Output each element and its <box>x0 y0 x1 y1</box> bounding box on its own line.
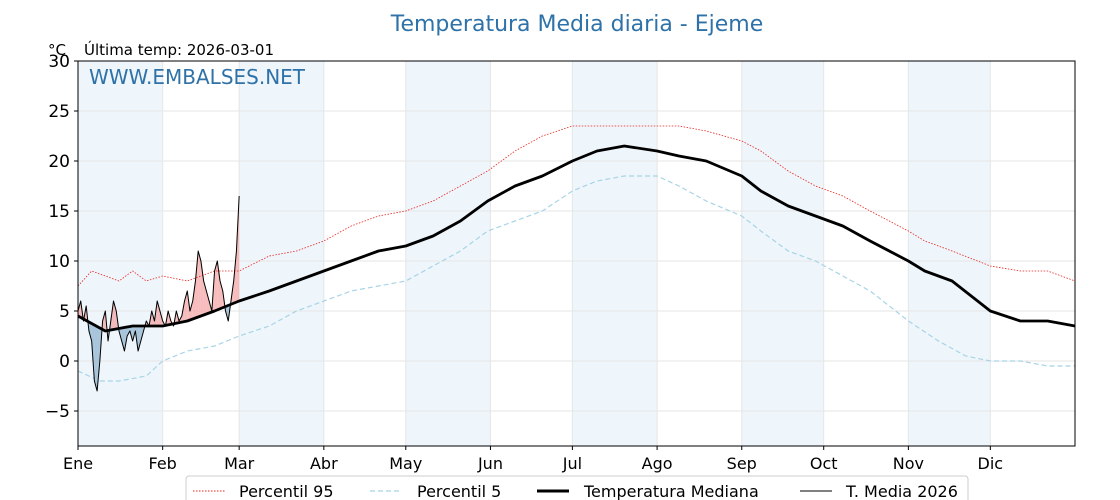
anomaly-fill-above <box>189 301 193 320</box>
legend-label-2026: T. Media 2026 <box>845 482 958 500</box>
y-tick-label: 25 <box>48 102 70 122</box>
month-bands <box>78 61 991 446</box>
anomaly-fill-below <box>121 327 125 351</box>
legend-label-p95: Percentil 95 <box>239 482 334 500</box>
y-unit-label: °C <box>48 41 66 59</box>
x-axis: Ene Feb Mar Abr May Jun Jul Ago Sep Oct Nov Dic <box>63 446 1003 473</box>
anomaly-fill-above <box>192 281 196 319</box>
last-temp-label: Última temp: 2026-03-01 <box>84 40 274 59</box>
series-line-0 <box>77 125 1076 287</box>
series-lines <box>77 125 1076 392</box>
x-tick-label: Ago <box>642 454 673 473</box>
anomaly-fill-above <box>214 261 218 311</box>
x-tick-label: Jun <box>477 454 503 473</box>
anomaly-fill-above <box>233 251 237 304</box>
anomaly-fill-above <box>113 301 117 330</box>
series-line-3 <box>77 195 240 392</box>
legend-box <box>185 475 969 500</box>
x-tick-label: Feb <box>149 454 177 473</box>
y-tick-label: −5 <box>45 402 70 422</box>
x-tick-label: Ene <box>63 454 93 473</box>
legend-label-p5: Percentil 5 <box>417 482 501 500</box>
y-tick-label: 0 <box>59 352 70 372</box>
y-tick-label: 5 <box>59 302 70 322</box>
legend: Percentil 95 Percentil 5 Temperatura Med… <box>185 475 969 500</box>
legend-label-median: Temperatura Mediana <box>583 482 759 500</box>
anomaly-fill-above <box>195 251 199 318</box>
month-band-nov <box>908 61 991 446</box>
anomaly-fill-above <box>200 261 204 316</box>
anomaly-fill-above <box>198 251 201 317</box>
anomaly-fill-above <box>206 291 210 314</box>
month-band-may <box>405 61 491 446</box>
y-axis: −5 0 5 10 15 20 25 30 <box>45 52 78 422</box>
series-line-1 <box>77 175 1075 382</box>
anomaly-fill-below <box>127 326 130 336</box>
series-line-2 <box>77 144 1076 333</box>
anomaly-fill-above <box>157 301 160 326</box>
y-tick-label: 15 <box>48 202 70 222</box>
month-band-ene <box>78 61 163 446</box>
x-tick-label: Dic <box>978 454 1004 473</box>
anomaly-fill-above <box>236 196 240 303</box>
x-tick-label: Mar <box>224 454 255 473</box>
anomaly-fill-below <box>88 322 92 341</box>
y-tick-label: 20 <box>48 152 70 172</box>
anomaly-fill-above <box>102 311 106 331</box>
x-tick-label: Oct <box>810 454 838 473</box>
month-band-jul <box>572 61 658 446</box>
x-tick-label: May <box>389 454 422 473</box>
anomaly-fill-below <box>94 325 98 391</box>
y-tick-label: 30 <box>48 52 70 72</box>
month-band-sep <box>741 61 824 446</box>
x-tick-label: Jul <box>562 454 582 473</box>
plot-frame <box>77 60 1076 447</box>
anomaly-fill-below <box>138 326 141 351</box>
anomaly-fill-above <box>220 281 223 309</box>
chart-title: Temperatura Media diaria - Ejeme <box>390 12 764 37</box>
x-tick-label: Nov <box>893 454 924 473</box>
x-tick-label: Sep <box>727 454 757 473</box>
anomaly-fill-below <box>97 326 100 391</box>
x-tick-label: Abr <box>310 454 338 473</box>
watermark: WWW.EMBALSES.NET <box>89 65 306 89</box>
y-tick-label: 10 <box>48 252 70 272</box>
anomaly-fill-above <box>217 261 221 310</box>
